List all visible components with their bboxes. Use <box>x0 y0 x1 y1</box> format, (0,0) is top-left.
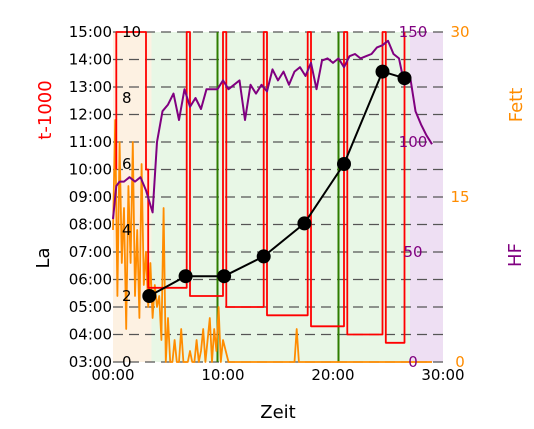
time-tick-label: 12:00 <box>69 106 112 124</box>
series-line-hf <box>112 39 433 220</box>
la-tick-label: 8 <box>122 89 132 107</box>
la-point <box>142 289 157 303</box>
la-tick-label: 2 <box>122 287 132 305</box>
time-tick-label: 07:00 <box>69 243 112 261</box>
la-tick-label: 10 <box>122 23 141 41</box>
y-axis-label-hf: HF <box>505 243 526 267</box>
y-axis-label-la: La <box>33 247 54 268</box>
la-point <box>337 157 351 171</box>
hf-tick-label: 100 <box>399 133 428 151</box>
marker-lines <box>216 32 340 362</box>
series-line-t1000 <box>115 31 406 344</box>
hf-tick-label: 0 <box>408 353 418 371</box>
la-point <box>256 249 271 264</box>
time-tick-label: 10:00 <box>69 161 112 179</box>
x-tick-label: 20:00 <box>311 366 354 384</box>
series-line-fett <box>112 119 432 363</box>
time-tick-label: 05:00 <box>69 298 112 316</box>
time-tick-label: 04:00 <box>69 326 112 344</box>
time-tick-label: 09:00 <box>69 188 112 206</box>
hf-tick-label: 150 <box>399 23 428 41</box>
x-tick-label: 00:00 <box>91 366 134 384</box>
la-tick-label: 0 <box>122 353 132 371</box>
time-tick-label: 15:00 <box>69 23 112 41</box>
fett-tick-label: 0 <box>455 353 465 371</box>
x-tick-label: 30:00 <box>421 366 464 384</box>
y-axis-label-time: t-1000 <box>35 80 56 139</box>
fett-tick-label: 30 <box>450 23 469 41</box>
x-tick-label: 10:00 <box>201 366 244 384</box>
time-tick-label: 06:00 <box>69 271 112 289</box>
la-tick-label: 6 <box>122 155 132 173</box>
hf-tick-label: 50 <box>403 243 422 261</box>
tick-labels: 00:00 10:00 20:00 30:00 03:00 04:00 05:00 06:00… <box>69 23 470 384</box>
la-tick-label: 4 <box>122 221 132 239</box>
x-axis-label: Zeit <box>260 402 295 423</box>
time-tick-label: 03:00 <box>69 353 112 371</box>
time-tick-label: 13:00 <box>69 78 112 96</box>
axis-labels: Zeit t-1000 La Fett HF <box>33 80 527 423</box>
time-tick-label: 08:00 <box>69 216 112 234</box>
time-tick-label: 14:00 <box>69 51 112 69</box>
la-point <box>375 64 390 79</box>
la-point <box>297 216 312 231</box>
series-group <box>112 31 433 363</box>
time-tick-label: 11:00 <box>69 133 112 151</box>
la-point <box>217 269 232 284</box>
la-point <box>178 269 193 284</box>
la-point <box>397 71 412 86</box>
y-axis-label-fett: Fett <box>506 88 527 123</box>
fett-tick-label: 15 <box>450 188 469 206</box>
